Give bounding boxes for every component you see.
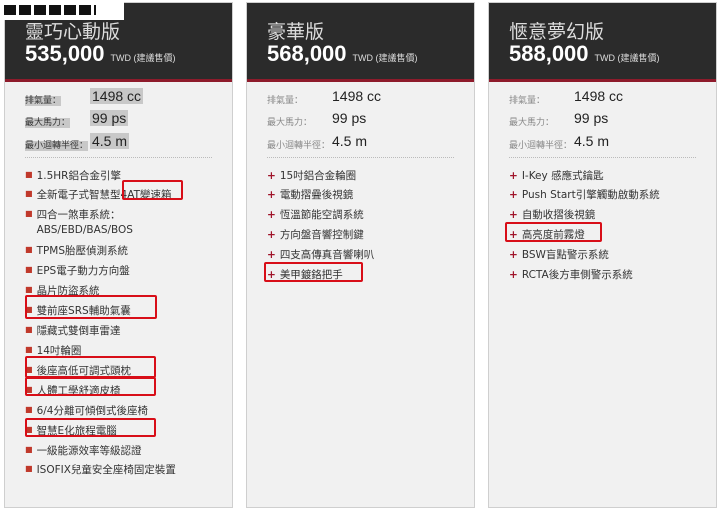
trim-name: 靈巧心動版 — [25, 21, 121, 43]
feature-item: + 方向盤音響控制鍵 — [267, 229, 364, 241]
trim-price: 588,000 TWD (建議售價) — [509, 41, 660, 66]
feature-item: ■ 一級能源效率等級認證 — [25, 445, 142, 457]
trim-panel: 愜意夢幻版 588,000 TWD (建議售價) 排氣量： 1498 cc 最大馬力：… — [488, 2, 717, 508]
feature-item: + BSW盲點警示系統 — [509, 249, 609, 261]
spec-row: 最小迴轉半徑： 4.5 m — [25, 133, 130, 151]
trim-price: 535,000 TWD (建議售價) — [25, 41, 176, 66]
spec-row: 最大馬力： 99 ps — [509, 110, 608, 128]
trim-name: 愜意夢幻版 — [509, 21, 605, 43]
spec-label: 排氣量： — [267, 96, 304, 106]
panel-header: 豪華版 568,000 TWD (建議售價) — [247, 3, 474, 82]
feature-item: ■ 1.5HR鋁合金引擎 — [25, 170, 121, 182]
spec-row: 排氣量： 1498 cc — [267, 88, 381, 106]
spec-label: 最小迴轉半徑： — [267, 141, 331, 151]
spec-row: 最大馬力： 99 ps — [25, 110, 129, 128]
spec-label: 最小迴轉半徑： — [509, 141, 573, 151]
panel-header: 愜意夢幻版 588,000 TWD (建議售價) — [489, 3, 716, 82]
feature-item: ■ ISOFIX兒童安全座椅固定裝置 — [25, 464, 176, 476]
spec-value: 1498 cc — [90, 88, 144, 104]
highlight-box — [25, 356, 156, 378]
spec-label: 排氣量： — [509, 96, 546, 106]
feature-item: ■ 四合一煞車系統： — [25, 209, 121, 221]
feature-item: + 高亮度前霧燈 — [509, 229, 585, 241]
highlight-box — [25, 377, 156, 396]
feature-item: + 四支高傳真音響喇叭 — [267, 249, 375, 261]
spec-value: 99 ps — [90, 110, 129, 126]
divider — [25, 157, 212, 158]
highlight-box — [264, 262, 363, 282]
feature-item: +15吋鋁合金輪圈 — [267, 170, 357, 182]
feature-item: + I-Key 感應式鑰匙 — [509, 170, 604, 182]
spec-row: 排氣量： 1498 cc — [25, 88, 144, 106]
mobile01-watermark-logo — [2, 2, 124, 20]
spec-value: 1498 cc — [332, 88, 382, 104]
highlight-box — [122, 180, 183, 200]
spec-value: 99 ps — [574, 110, 609, 126]
feature-item: + 自動收摺後視鏡 — [509, 209, 596, 221]
feature-item: ■ 後座高低可調式頭枕 — [25, 365, 132, 377]
feature-item: + Push Start引擎觸動啟動系統 — [509, 189, 660, 201]
feature-item: ■ 晶片防盜系統 — [25, 285, 100, 297]
spec-label: 最大馬力： — [25, 118, 71, 128]
spec-label: 最小迴轉半徑： — [25, 141, 89, 151]
spec-label: 排氣量： — [25, 96, 62, 106]
spec-row: 最大馬力： 99 ps — [267, 110, 366, 128]
trim-name: 豪華版 — [267, 21, 325, 43]
divider — [509, 157, 696, 158]
highlight-box — [25, 295, 157, 319]
feature-item: + 美甲鍍鉻把手 — [267, 269, 343, 281]
spec-value: 99 ps — [332, 110, 367, 126]
currency-note: TWD (建議售價) — [110, 53, 176, 63]
feature-item: + RCTA後方車側警示系統 — [509, 269, 633, 281]
currency-note: TWD (建議售價) — [352, 53, 418, 63]
spec-row: 最小迴轉半徑： 4.5 m — [267, 133, 367, 151]
divider — [267, 157, 454, 158]
spec-label: 最大馬力： — [509, 118, 555, 128]
feature-item: ■ EPS電子動力方向盤 — [25, 265, 130, 277]
spec-label: 最大馬力： — [267, 118, 313, 128]
feature-item: ■ 6/4分離可傾倒式後座椅 — [25, 405, 148, 417]
feature-item: ■ 雙前座SRS輔助氣囊 — [25, 305, 131, 317]
trim-price: 568,000 TWD (建議售價) — [267, 41, 418, 66]
spec-value: 4.5 m — [332, 133, 368, 149]
feature-item: + 電動摺疊後視鏡 — [267, 189, 354, 201]
highlight-box — [505, 222, 602, 242]
spec-value: 1498 cc — [574, 88, 624, 104]
spec-row: 最小迴轉半徑： 4.5 m — [509, 133, 609, 151]
spec-value: 4.5 m — [574, 133, 610, 149]
feature-item: ■ABS/EBD/BAS/BOS — [36, 224, 133, 236]
spec-row: 排氣量： 1498 cc — [509, 88, 623, 106]
feature-item: + 恆溫節能空調系統 — [267, 209, 364, 221]
feature-item: ■ 智慧E化旅程電腦 — [25, 425, 117, 437]
feature-item: ■ 隱藏式雙倒車雷達 — [25, 325, 121, 337]
spec-value: 4.5 m — [90, 133, 130, 149]
trim-panel: 豪華版 568,000 TWD (建議售價) 排氣量： 1498 cc 最大馬力： 99… — [246, 2, 475, 508]
currency-note: TWD (建議售價) — [594, 53, 660, 63]
highlight-box — [25, 418, 156, 437]
feature-item: ■ TPMS胎壓偵測系統 — [25, 245, 129, 257]
feature-item: ■ 14吋輪圈 — [25, 345, 82, 357]
